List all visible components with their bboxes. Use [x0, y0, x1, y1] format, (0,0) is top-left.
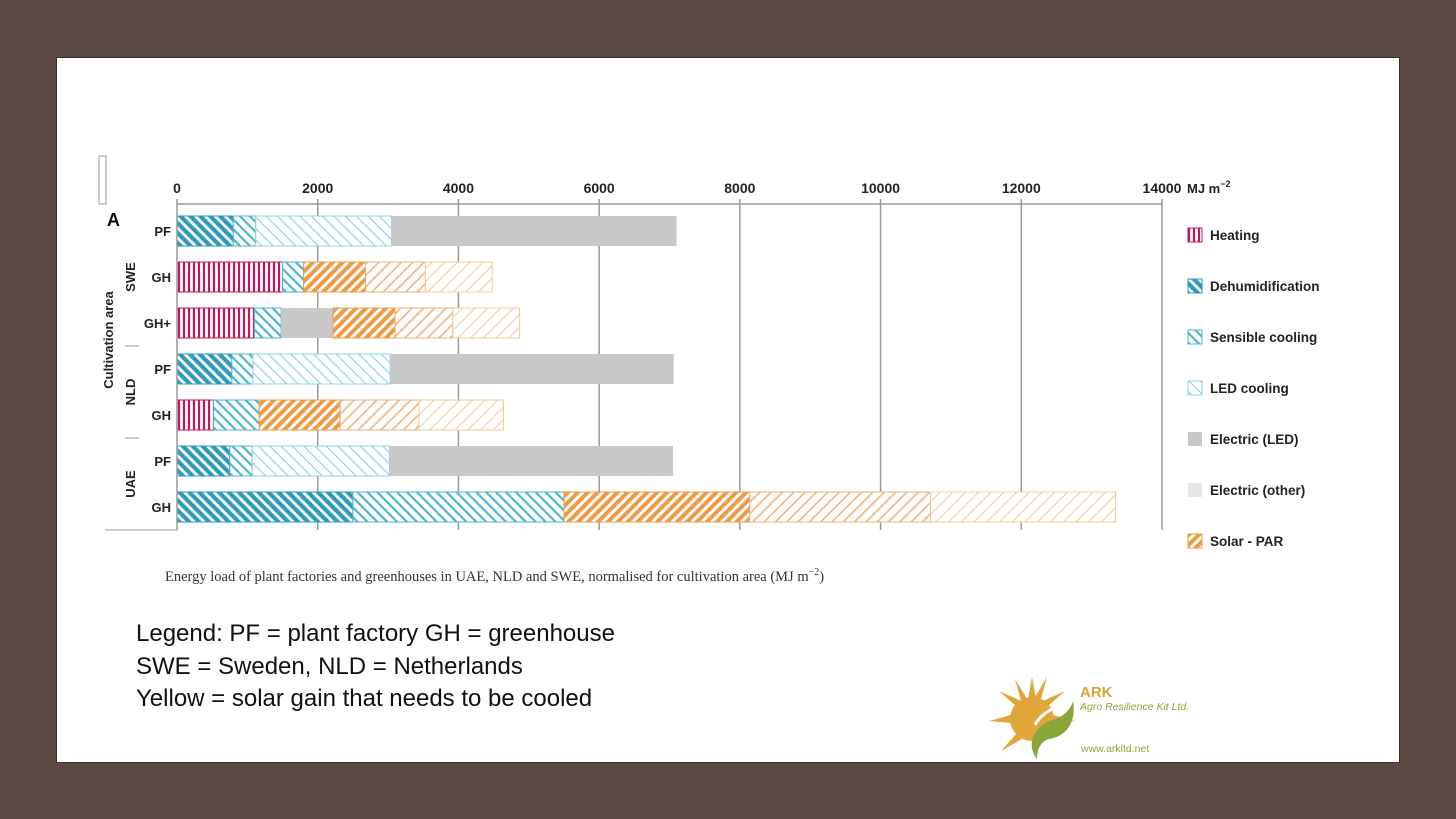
brand-subtitle: Agro Resilience Kit Ltd.: [1080, 701, 1190, 713]
row-label: PF: [154, 454, 171, 469]
panel-tab: [98, 155, 107, 205]
figure-caption: Energy load of plant factories and green…: [165, 567, 825, 585]
x-tick-label: 10000: [861, 180, 900, 196]
bar-segment: [176, 215, 234, 247]
bar-segment: [229, 445, 253, 477]
panel-label: A: [107, 210, 120, 230]
y-axis-title: Cultivation area: [101, 290, 116, 388]
stacked-bar-chart: A 0 2000 4000 6000 8000 10000 12000 14000 MJ m−2…: [98, 155, 1320, 549]
row-label: GH: [152, 408, 172, 423]
brand-url: www.arkltd.net: [1081, 743, 1150, 755]
legend-swatch: [1188, 483, 1202, 497]
bar-segment: [176, 445, 231, 477]
x-tick-label: 8000: [724, 180, 755, 196]
bars: [176, 215, 1117, 523]
bar-segment: [390, 354, 674, 384]
legend-label: Heating: [1210, 228, 1260, 243]
bar-segment: [352, 491, 565, 523]
axes: 0 2000 4000 6000 8000 10000 12000 14000 MJ m−2 PF…: [101, 179, 1231, 531]
bar-segment: [258, 399, 341, 431]
bar-segment: [394, 307, 454, 339]
slide: A 0 2000 4000 6000 8000 10000 12000 14000 MJ m−2…: [56, 57, 1400, 763]
legend-swatch: [1187, 329, 1203, 345]
row-label: GH+: [144, 316, 172, 331]
x-tick-label: 4000: [443, 180, 474, 196]
row-label: PF: [154, 362, 171, 377]
bar-segment: [176, 261, 284, 293]
legend-swatch: [1187, 227, 1203, 243]
bar-segment: [232, 215, 257, 247]
bar-segment: [303, 261, 367, 293]
bar-segment: [213, 399, 260, 431]
bar-segment: [176, 353, 233, 385]
sun-leaf-icon: [989, 677, 1075, 759]
bar-segment: [176, 307, 255, 339]
legend-label: Dehumidification: [1210, 279, 1320, 294]
x-tick-label: 2000: [302, 180, 333, 196]
group-label: NLD: [123, 379, 138, 406]
bar-segment: [332, 307, 396, 339]
legend-swatch: [1187, 380, 1203, 396]
x-tick-label: 12000: [1002, 180, 1041, 196]
group-label: UAE: [123, 470, 138, 498]
note-line-3: Yellow = solar gain that needs to be coo…: [136, 685, 593, 712]
bar-segment: [563, 491, 751, 523]
legend-swatch: [1187, 533, 1203, 549]
legend-label: LED cooling: [1210, 381, 1289, 396]
row-label: PF: [154, 224, 171, 239]
group-label: SWE: [123, 262, 138, 292]
note-line-1: Legend: PF = plant factory GH = greenhou…: [136, 620, 615, 647]
row-label: GH: [152, 500, 172, 515]
bar-segment: [231, 353, 254, 385]
bar-segment: [930, 491, 1117, 523]
bar-segment: [424, 261, 493, 293]
bar-segment: [389, 446, 674, 476]
row-label: GH: [152, 270, 172, 285]
bar-segment: [176, 491, 354, 523]
bar-segment: [365, 261, 426, 293]
bar-segment: [452, 307, 521, 339]
legend-label: Solar - PAR: [1210, 534, 1284, 549]
x-tick-label: 6000: [584, 180, 615, 196]
bar-segment: [251, 445, 390, 477]
bar-segment: [252, 353, 391, 385]
bar-segment: [281, 308, 334, 338]
note-line-2: SWE = Sweden, NLD = Netherlands: [136, 652, 523, 680]
bar-segment: [339, 399, 420, 431]
x-tick-label: 0: [173, 180, 181, 196]
bar-segment: [255, 215, 393, 247]
legend-swatch: [1187, 278, 1203, 294]
x-tick-label: 14000: [1143, 180, 1182, 196]
notes: Legend: PF = plant factory GH = greenhou…: [136, 618, 615, 716]
bar-segment: [176, 399, 215, 431]
x-unit-label: MJ m−2: [1187, 179, 1231, 196]
bar-segment: [391, 216, 677, 246]
legend-label: Sensible cooling: [1210, 330, 1317, 345]
legend-swatch: [1188, 432, 1202, 446]
brand-name: ARK: [1080, 684, 1113, 701]
legend-label: Electric (LED): [1210, 432, 1299, 447]
bar-segment: [749, 491, 932, 523]
bar-segment: [418, 399, 504, 431]
bar-segment: [253, 307, 282, 339]
bar-segment: [282, 261, 305, 293]
legend-label: Electric (other): [1210, 483, 1305, 498]
legend: Heating Dehumidification Sensible cooling L…: [1187, 227, 1320, 549]
ark-logo: ARK Agro Resilience Kit Ltd. www.arkltd.…: [985, 673, 1245, 762]
